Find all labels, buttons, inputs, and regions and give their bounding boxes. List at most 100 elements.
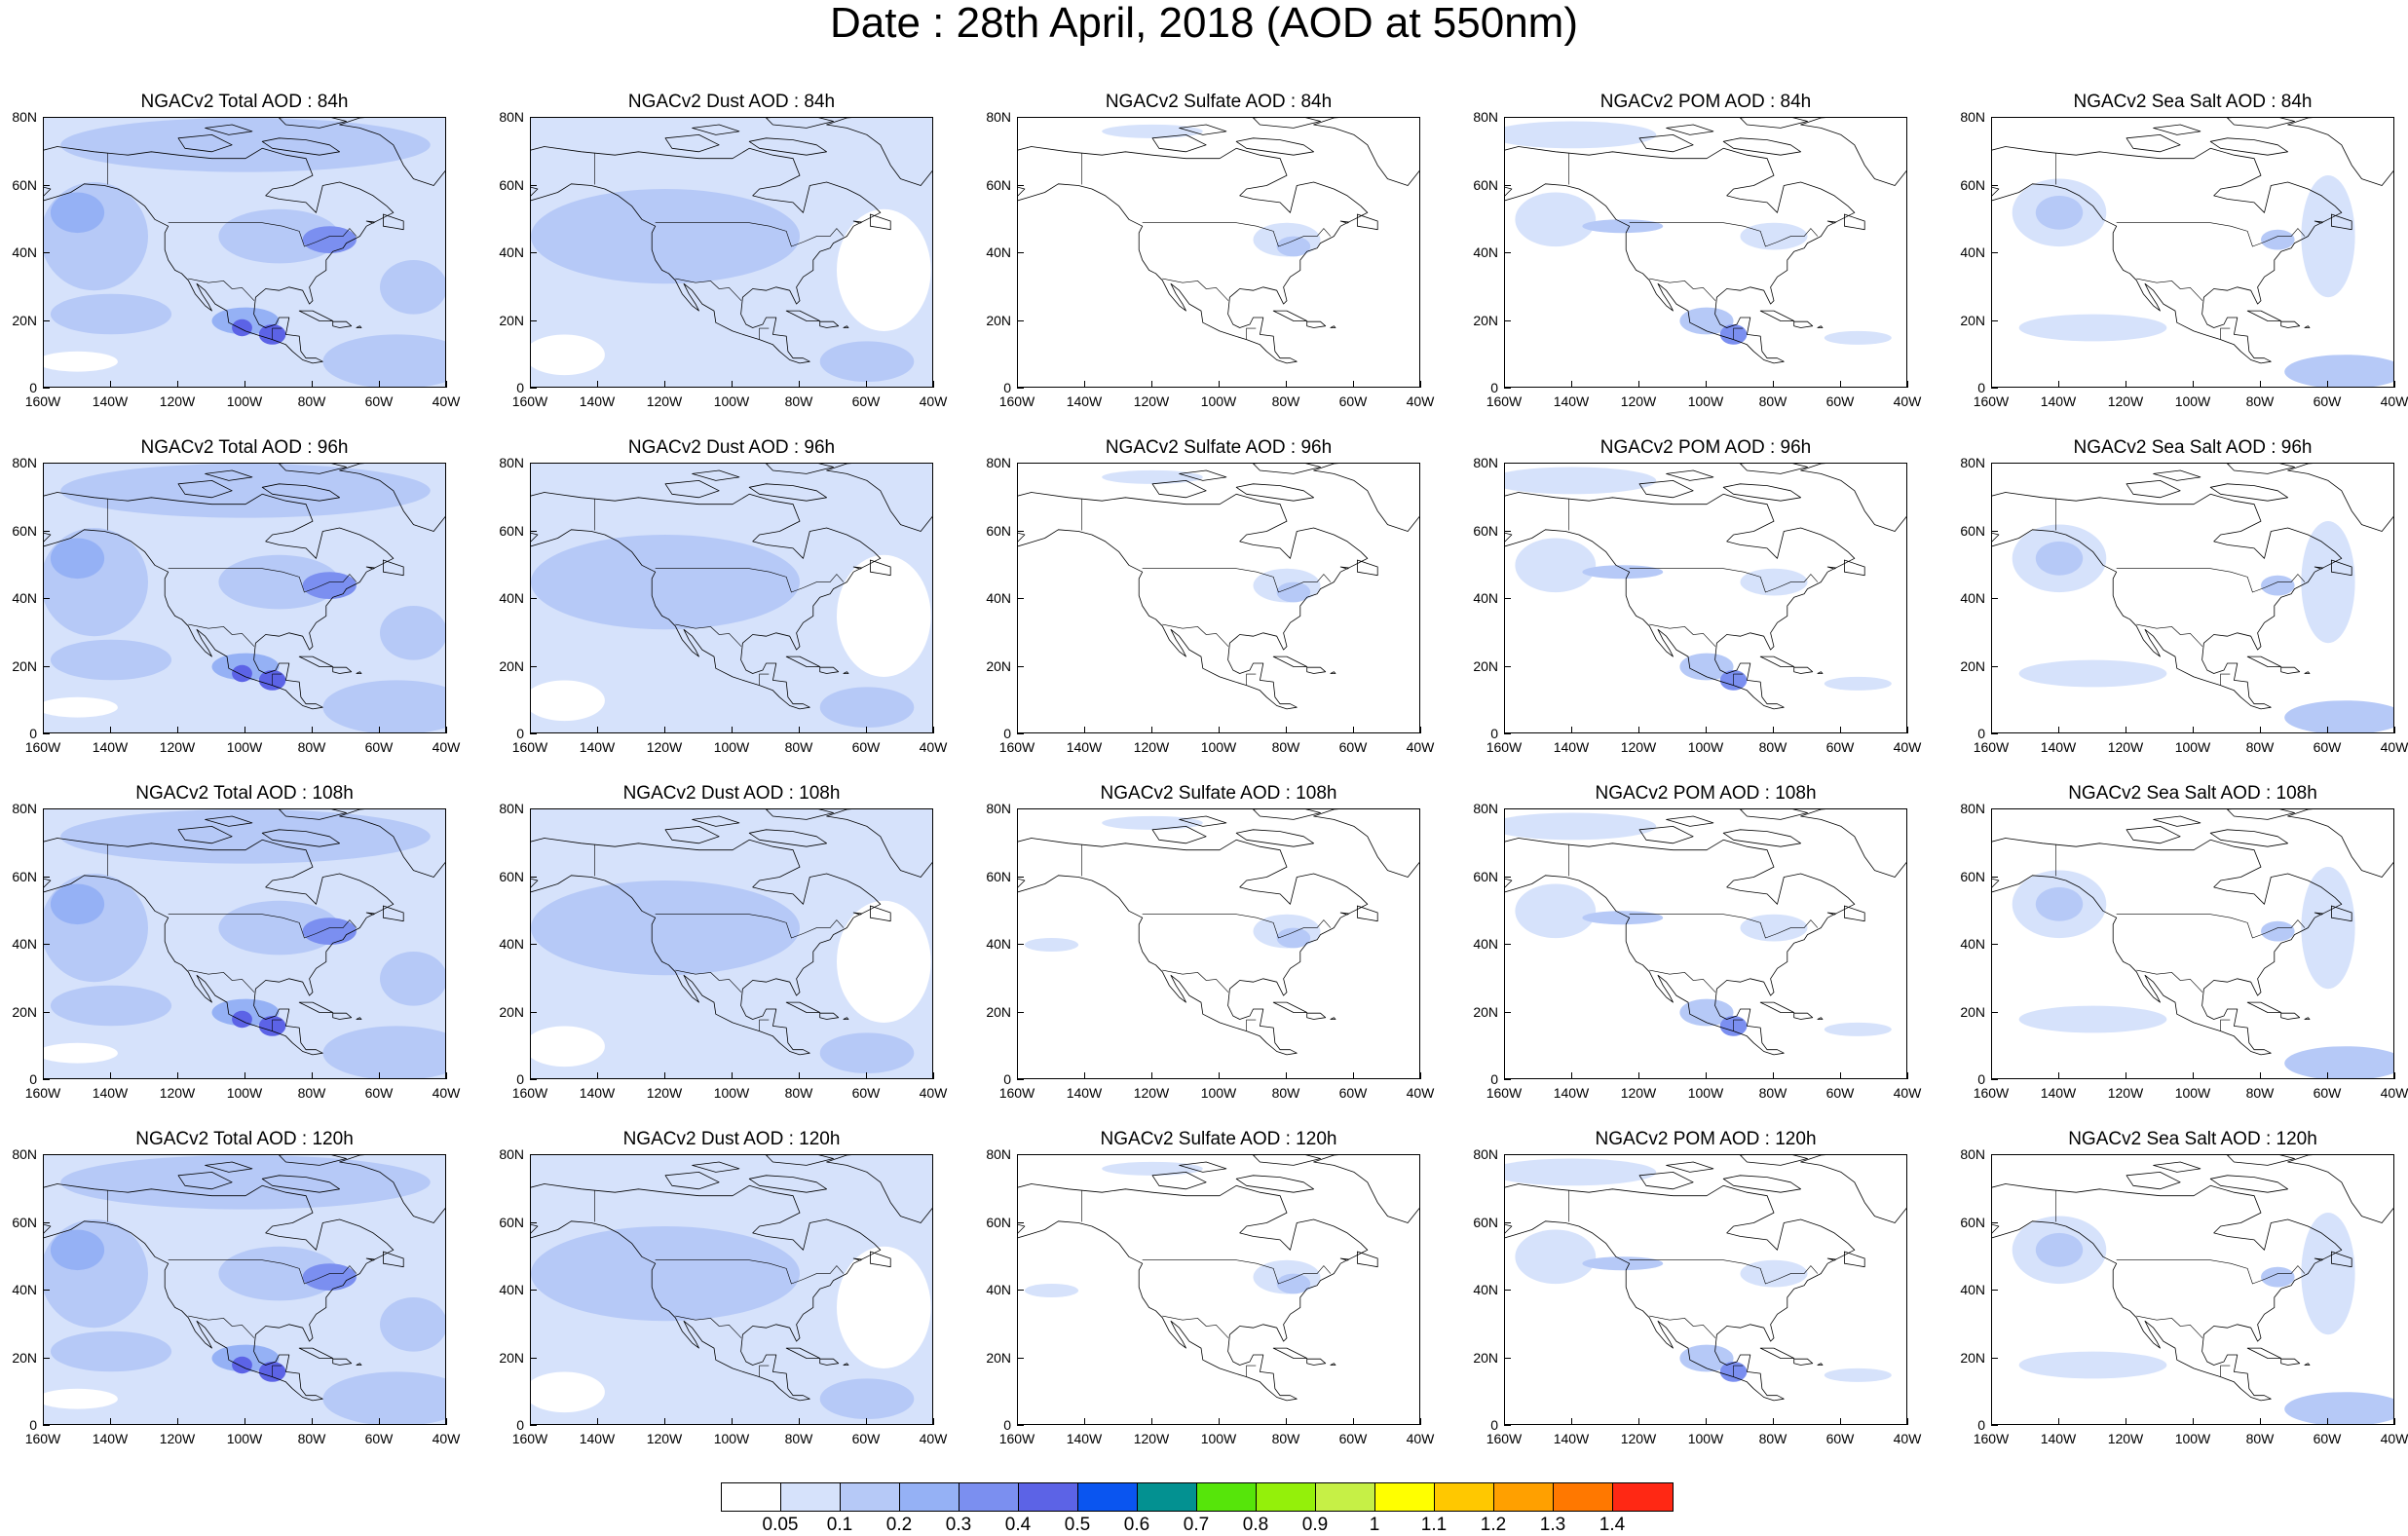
y-tick-label: 20N [12, 657, 37, 674]
x-tick [1420, 381, 1421, 388]
coastline-island [1339, 912, 1350, 916]
x-tick-label: 60W [851, 1085, 881, 1101]
x-tick [2058, 381, 2059, 388]
x-tick [1017, 1418, 1018, 1425]
map-plot [1991, 117, 2394, 388]
x-tick-label: 120W [159, 739, 196, 755]
aod-shaded-region [2301, 521, 2355, 644]
y-tick-label: 40N [986, 936, 1011, 952]
coastline-north-america [44, 1183, 395, 1402]
y-tick [1991, 1221, 1998, 1223]
y-tick-label: 40N [12, 244, 37, 260]
x-tick-label: 120W [646, 393, 683, 409]
coastline-island [843, 1017, 849, 1020]
aod-shaded-region [232, 664, 252, 683]
coastline-island [1740, 1155, 1808, 1166]
coastline-island [748, 829, 828, 847]
x-tick-label: 140W [92, 393, 129, 409]
x-tick [2260, 1418, 2261, 1425]
coastline-island [1826, 912, 1837, 916]
aod-shaded-region [50, 192, 105, 234]
x-tick-label: 100W [1687, 739, 1724, 755]
y-tick [530, 944, 537, 945]
aod-shaded-region [2301, 1213, 2355, 1335]
y-tick [1017, 1154, 1024, 1155]
y-tick [1991, 944, 1998, 945]
map-plot [1017, 1154, 1420, 1425]
coastline-island [2209, 137, 2289, 156]
y-tick-label: 60N [1960, 176, 1985, 193]
political-border [2136, 969, 2203, 993]
x-tick-label: 80W [297, 393, 326, 409]
coastline-north-america [1018, 838, 1369, 1056]
aod-shaded-region [2035, 541, 2084, 576]
coastline-island [785, 1001, 821, 1013]
colorbar-swatch [1078, 1483, 1138, 1511]
x-tick [1084, 1072, 1085, 1079]
x-tick [799, 727, 800, 733]
coastline-island [2246, 1001, 2282, 1013]
x-tick [1991, 727, 1992, 733]
x-tick [1219, 727, 1220, 733]
colorbar-label: 0.8 [1242, 1515, 1269, 1535]
x-tick [1286, 381, 1287, 388]
y-tick-label: 40N [986, 244, 1011, 260]
coastline-island [819, 666, 840, 674]
coastline-island [1151, 825, 1207, 844]
y-tick [43, 184, 50, 186]
political-border [2116, 568, 2306, 593]
y-tick-label: 20N [12, 1349, 37, 1366]
x-tick-label: 100W [713, 393, 750, 409]
coastline-island [1179, 124, 1227, 135]
coastline-island [2314, 220, 2324, 224]
panel-title: NGACv2 POM AOD : 96h [1599, 437, 1812, 458]
y-tick [1991, 808, 1998, 809]
x-tick-label: 40W [2380, 739, 2408, 755]
aod-shaded-region [1505, 467, 1657, 495]
x-tick-label: 100W [226, 1431, 263, 1446]
aod-shaded-region [1679, 307, 1734, 335]
political-border [1629, 1259, 1819, 1285]
x-tick-label: 80W [1758, 393, 1787, 409]
x-tick-label: 160W [1486, 1085, 1523, 1101]
y-tick-label: 40N [499, 590, 524, 606]
map-plot [1991, 463, 2394, 733]
coastline-island [748, 137, 828, 156]
colorbar-swatch [1138, 1483, 1197, 1511]
y-tick-label: 60N [12, 868, 37, 884]
y-tick [1991, 530, 1998, 532]
y-tick [1991, 876, 1998, 878]
political-border [188, 623, 255, 647]
coastline-island [1151, 479, 1207, 499]
political-border [1246, 327, 1257, 340]
x-tick-label: 80W [297, 1085, 326, 1101]
aod-shaded-region [2035, 1232, 2084, 1267]
coastline-island [332, 666, 353, 674]
coastline-island [1253, 118, 1321, 129]
figure-title: Date : 28th April, 2018 (AOD at 550nm) [830, 0, 1578, 47]
x-tick [1638, 1418, 1639, 1425]
x-tick-label: 100W [1687, 1431, 1724, 1446]
x-tick-label: 120W [1620, 739, 1657, 755]
y-tick [1017, 1079, 1024, 1080]
coastline-island [1740, 118, 1808, 129]
coastline-island [1306, 1358, 1327, 1366]
aod-shaded-region [1740, 1259, 1808, 1288]
colorbar-label: 0.9 [1301, 1515, 1329, 1535]
x-tick [933, 1072, 934, 1079]
x-tick [2193, 381, 2194, 388]
y-tick-label: 40N [12, 1282, 37, 1297]
x-tick-label: 140W [92, 1085, 129, 1101]
y-tick [1017, 319, 1024, 321]
x-tick [933, 727, 934, 733]
y-tick-label: 40N [986, 590, 1011, 606]
coastline-greenland [826, 464, 932, 532]
y-tick [1504, 598, 1511, 599]
coastline-island [1817, 1363, 1824, 1366]
x-tick-label: 60W [1338, 739, 1368, 755]
coastline-island [843, 325, 849, 328]
y-tick-label: 60N [12, 522, 37, 539]
coastline-island [766, 464, 834, 474]
y-tick-label: 40N [12, 590, 37, 606]
coastline-greenland [1313, 464, 1419, 532]
